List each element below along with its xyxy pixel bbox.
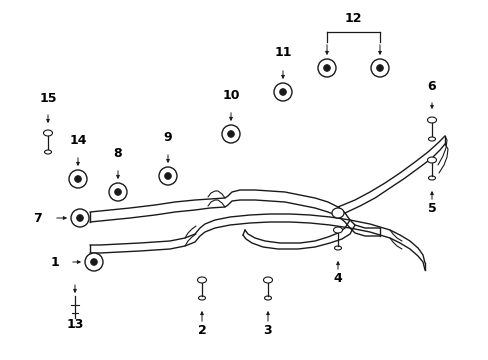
Circle shape	[323, 64, 330, 71]
Text: 1: 1	[51, 256, 59, 269]
Circle shape	[75, 176, 81, 183]
Ellipse shape	[334, 246, 341, 250]
Text: 7: 7	[34, 212, 42, 225]
Ellipse shape	[427, 117, 436, 123]
Circle shape	[71, 209, 89, 227]
Circle shape	[164, 172, 171, 179]
Circle shape	[317, 59, 335, 77]
Circle shape	[227, 131, 234, 138]
Text: 4: 4	[333, 271, 342, 284]
Text: 13: 13	[66, 319, 83, 332]
Circle shape	[273, 83, 291, 101]
Text: 12: 12	[344, 12, 361, 24]
Ellipse shape	[264, 296, 271, 300]
Circle shape	[114, 189, 121, 195]
Ellipse shape	[43, 130, 52, 136]
Ellipse shape	[197, 277, 206, 283]
Text: 9: 9	[163, 131, 172, 144]
Circle shape	[159, 167, 177, 185]
Text: 10: 10	[222, 89, 239, 102]
Text: 6: 6	[427, 80, 435, 93]
Circle shape	[90, 258, 97, 265]
Ellipse shape	[427, 157, 436, 163]
Circle shape	[77, 215, 83, 221]
Text: 2: 2	[197, 324, 206, 337]
Text: 3: 3	[263, 324, 272, 337]
Text: 8: 8	[113, 147, 122, 159]
Circle shape	[109, 183, 127, 201]
Text: 14: 14	[69, 134, 86, 147]
Circle shape	[376, 64, 383, 71]
Text: 5: 5	[427, 202, 435, 215]
Ellipse shape	[333, 227, 342, 233]
Ellipse shape	[44, 150, 51, 154]
Ellipse shape	[198, 296, 205, 300]
Circle shape	[69, 170, 87, 188]
Circle shape	[279, 89, 286, 95]
Text: 11: 11	[274, 45, 291, 59]
Ellipse shape	[427, 137, 435, 141]
Circle shape	[85, 253, 103, 271]
Ellipse shape	[331, 208, 343, 218]
Circle shape	[370, 59, 388, 77]
Ellipse shape	[427, 176, 435, 180]
Text: 15: 15	[39, 91, 57, 104]
Circle shape	[222, 125, 240, 143]
Ellipse shape	[263, 277, 272, 283]
